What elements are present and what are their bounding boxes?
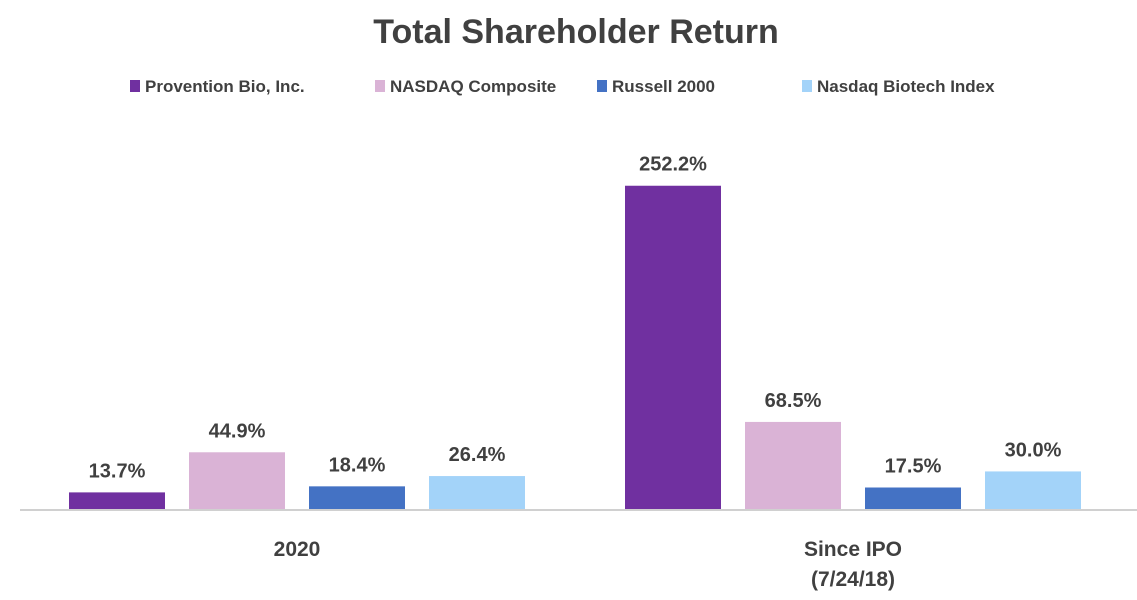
- legend-label: Russell 2000: [612, 77, 715, 96]
- data-label: 26.4%: [449, 444, 506, 466]
- data-label: 68.5%: [765, 390, 822, 412]
- legend-label: Nasdaq Biotech Index: [817, 77, 995, 96]
- legend-swatch: [375, 80, 385, 92]
- legend-swatch: [130, 80, 140, 92]
- bar: [189, 452, 285, 510]
- x-axis-labels: 2020 Since IPO (7/24/18): [274, 538, 902, 591]
- bars: 13.7% 252.2% 44.9% 68.5% 18.4% 17.5% 26.4% 30.0…: [69, 154, 1081, 510]
- category-label: 2020: [274, 538, 321, 561]
- legend-label: NASDAQ Composite: [390, 77, 556, 96]
- chart-title: Total Shareholder Return: [373, 13, 779, 51]
- data-label: 13.7%: [89, 460, 146, 482]
- category-label: (7/24/18): [811, 568, 895, 591]
- bar: [745, 421, 841, 510]
- data-label: 30.0%: [1005, 439, 1062, 461]
- bar: [69, 492, 165, 510]
- legend-swatch: [802, 80, 812, 92]
- data-label: 252.2%: [639, 154, 707, 176]
- legend-swatch: [597, 80, 607, 92]
- bar: [985, 471, 1081, 510]
- bar: [309, 486, 405, 510]
- data-label: 18.4%: [329, 454, 386, 476]
- legend: Provention Bio, Inc. NASDAQ Composite Russ…: [130, 77, 995, 96]
- bar: [429, 476, 525, 510]
- data-label: 44.9%: [209, 420, 266, 442]
- bar: [625, 185, 721, 510]
- bar: [865, 487, 961, 510]
- category-label: Since IPO: [804, 538, 902, 561]
- data-label: 17.5%: [885, 456, 942, 478]
- legend-label: Provention Bio, Inc.: [145, 77, 305, 96]
